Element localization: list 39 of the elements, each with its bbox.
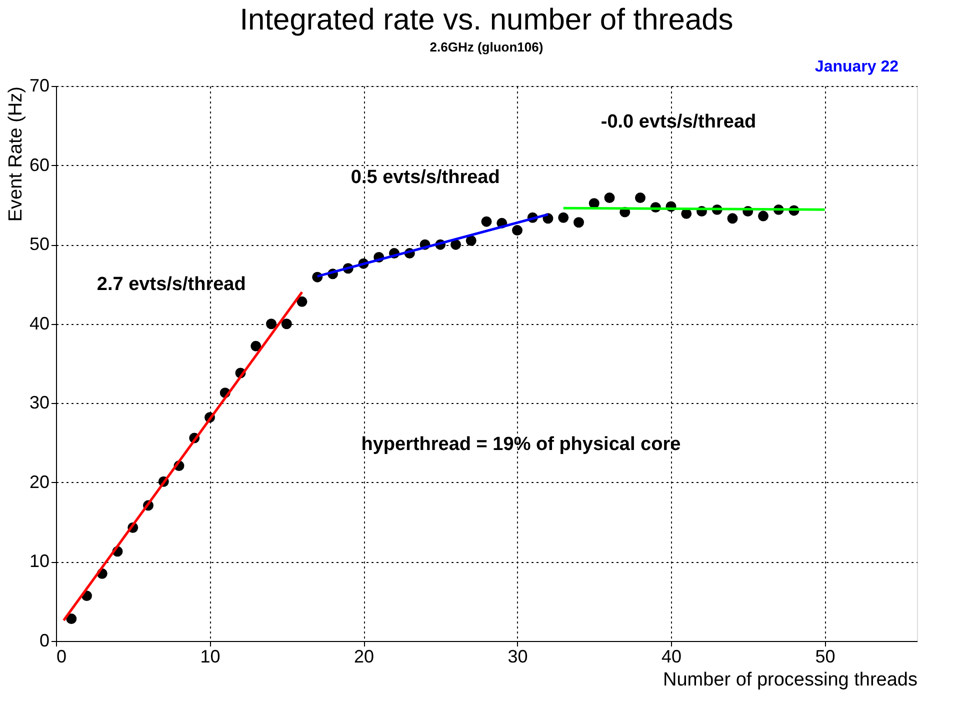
point (450, 239, 461, 250)
x-tick-label: 0 (56, 646, 67, 666)
y-tick-label: 60 (29, 154, 50, 175)
annotation: -0.0 evts/s/thread (600, 112, 756, 133)
x-axis-title: Number of processing threads (662, 670, 918, 690)
y-tick-label: 40 (29, 313, 50, 334)
text: January 22 (814, 58, 899, 76)
x-tick-label: 20 (354, 646, 374, 666)
point (296, 296, 308, 307)
point (281, 318, 292, 330)
x-tick-label: 50 (815, 646, 836, 666)
chart-title: Integrated rate vs. number of threads (240, 4, 734, 37)
y-tick-label: 70 (29, 76, 50, 96)
point (512, 225, 522, 236)
y-tick-label: 0 (39, 630, 50, 650)
x-tick-label: 10 (200, 646, 220, 666)
annotation: 0.5 evts/s/thread (350, 167, 500, 188)
annotation: hyperthread = 19% of physical core (361, 434, 681, 455)
point (266, 318, 276, 330)
point (558, 212, 569, 223)
point (727, 213, 738, 224)
point (635, 192, 646, 204)
annotation: 2.7 evts/s/thread (96, 274, 246, 296)
point (574, 217, 584, 228)
point (758, 210, 768, 222)
y-tick-label: 10 (29, 551, 50, 572)
point (588, 198, 600, 209)
point (466, 235, 476, 246)
chart-subtitle: 2.6GHz (gluon106) (430, 40, 544, 55)
y-tick-label: 30 (29, 392, 50, 413)
y-tick-label: 50 (29, 234, 50, 254)
point (250, 340, 262, 352)
point (66, 614, 77, 624)
x-tick-label: 40 (661, 646, 682, 666)
x-tick-label: 30 (508, 646, 528, 666)
y-tick-label: 20 (29, 472, 50, 492)
point (481, 216, 492, 227)
y-axis-title: Event Rate (Hz) (5, 86, 26, 222)
point (604, 192, 615, 204)
